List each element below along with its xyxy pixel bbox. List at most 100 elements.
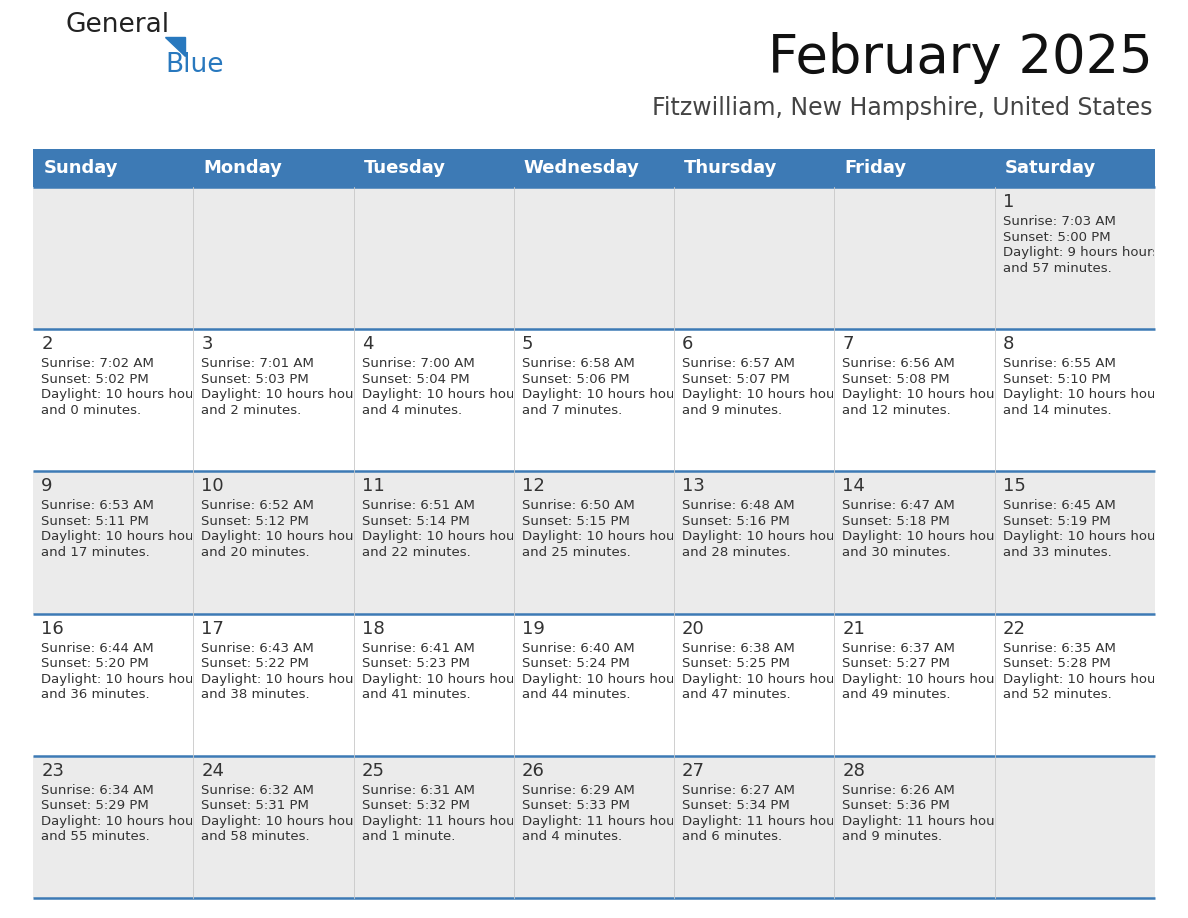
Text: 19: 19	[522, 620, 545, 638]
Text: 21: 21	[842, 620, 865, 638]
Text: 6: 6	[682, 335, 694, 353]
Text: Thursday: Thursday	[684, 159, 777, 177]
Text: Tuesday: Tuesday	[364, 159, 446, 177]
Text: Saturday: Saturday	[1005, 159, 1095, 177]
Text: Sunrise: 6:52 AM: Sunrise: 6:52 AM	[202, 499, 315, 512]
Text: and 7 minutes.: and 7 minutes.	[522, 404, 623, 417]
Text: Sunset: 5:27 PM: Sunset: 5:27 PM	[842, 657, 950, 670]
Text: Sunrise: 6:45 AM: Sunrise: 6:45 AM	[1003, 499, 1116, 512]
Text: Sunset: 5:11 PM: Sunset: 5:11 PM	[42, 515, 150, 528]
Text: Sunset: 5:32 PM: Sunset: 5:32 PM	[361, 800, 469, 812]
Text: 13: 13	[682, 477, 704, 496]
Text: Blue: Blue	[165, 52, 223, 79]
Text: 10: 10	[202, 477, 225, 496]
Text: 26: 26	[522, 762, 545, 779]
Bar	[33, 330, 1155, 472]
Text: 24: 24	[202, 762, 225, 779]
Text: Sunset: 5:36 PM: Sunset: 5:36 PM	[842, 800, 950, 812]
Text: Friday: Friday	[845, 159, 906, 177]
Text: and 2 minutes.: and 2 minutes.	[202, 404, 302, 417]
Text: and 0 minutes.: and 0 minutes.	[42, 404, 141, 417]
Text: Sunrise: 6:48 AM: Sunrise: 6:48 AM	[682, 499, 795, 512]
Text: Daylight: 11 hours hours: Daylight: 11 hours hours	[522, 814, 687, 828]
Text: and 55 minutes.: and 55 minutes.	[42, 830, 150, 844]
Text: Sunrise: 6:32 AM: Sunrise: 6:32 AM	[202, 784, 315, 797]
Text: Sunset: 5:10 PM: Sunset: 5:10 PM	[1003, 373, 1111, 386]
Text: 2: 2	[42, 335, 52, 353]
Text: Sunrise: 6:50 AM: Sunrise: 6:50 AM	[522, 499, 634, 512]
Text: 17: 17	[202, 620, 225, 638]
Text: Daylight: 10 hours hours: Daylight: 10 hours hours	[682, 531, 847, 543]
Text: General: General	[65, 13, 170, 39]
Text: February 2025: February 2025	[767, 32, 1152, 84]
Text: Sunrise: 7:01 AM: Sunrise: 7:01 AM	[202, 357, 315, 370]
Text: and 57 minutes.: and 57 minutes.	[1003, 262, 1111, 274]
Text: 11: 11	[361, 477, 385, 496]
Text: and 6 minutes.: and 6 minutes.	[682, 830, 782, 844]
Text: Daylight: 11 hours hours: Daylight: 11 hours hours	[682, 814, 847, 828]
Text: Daylight: 10 hours hours: Daylight: 10 hours hours	[1003, 673, 1168, 686]
Text: Sunset: 5:06 PM: Sunset: 5:06 PM	[522, 373, 630, 386]
Text: Fitzwilliam, New Hampshire, United States: Fitzwilliam, New Hampshire, United State…	[652, 96, 1152, 120]
Text: Daylight: 10 hours hours: Daylight: 10 hours hours	[42, 388, 207, 401]
Text: Sunrise: 7:00 AM: Sunrise: 7:00 AM	[361, 357, 474, 370]
Text: and 30 minutes.: and 30 minutes.	[842, 546, 950, 559]
Text: Sunrise: 6:26 AM: Sunrise: 6:26 AM	[842, 784, 955, 797]
Text: Sunset: 5:20 PM: Sunset: 5:20 PM	[42, 657, 148, 670]
Bar	[33, 756, 1155, 898]
Text: Sunset: 5:33 PM: Sunset: 5:33 PM	[522, 800, 630, 812]
Text: Daylight: 10 hours hours: Daylight: 10 hours hours	[1003, 388, 1168, 401]
Text: 14: 14	[842, 477, 865, 496]
Text: 7: 7	[842, 335, 854, 353]
Text: and 36 minutes.: and 36 minutes.	[42, 688, 150, 701]
Text: 23: 23	[42, 762, 64, 779]
Text: Sunset: 5:23 PM: Sunset: 5:23 PM	[361, 657, 469, 670]
Text: and 49 minutes.: and 49 minutes.	[842, 688, 950, 701]
Text: 28: 28	[842, 762, 865, 779]
Text: 1: 1	[1003, 194, 1013, 211]
Text: Sunset: 5:14 PM: Sunset: 5:14 PM	[361, 515, 469, 528]
Text: Sunset: 5:12 PM: Sunset: 5:12 PM	[202, 515, 309, 528]
Text: Sunset: 5:03 PM: Sunset: 5:03 PM	[202, 373, 309, 386]
Text: Daylight: 10 hours hours: Daylight: 10 hours hours	[42, 814, 207, 828]
Text: and 58 minutes.: and 58 minutes.	[202, 830, 310, 844]
Text: Daylight: 9 hours hours: Daylight: 9 hours hours	[1003, 246, 1159, 259]
Polygon shape	[165, 38, 185, 57]
Text: Sunrise: 6:51 AM: Sunrise: 6:51 AM	[361, 499, 474, 512]
Text: and 38 minutes.: and 38 minutes.	[202, 688, 310, 701]
Text: Daylight: 10 hours hours: Daylight: 10 hours hours	[682, 388, 847, 401]
Text: Daylight: 10 hours hours: Daylight: 10 hours hours	[842, 673, 1007, 686]
Text: Daylight: 10 hours hours: Daylight: 10 hours hours	[42, 673, 207, 686]
Text: Sunset: 5:28 PM: Sunset: 5:28 PM	[1003, 657, 1111, 670]
Text: Sunset: 5:00 PM: Sunset: 5:00 PM	[1003, 230, 1110, 244]
Text: and 44 minutes.: and 44 minutes.	[522, 688, 631, 701]
Text: Sunrise: 6:41 AM: Sunrise: 6:41 AM	[361, 642, 474, 655]
Text: and 4 minutes.: and 4 minutes.	[522, 830, 623, 844]
Text: Sunset: 5:18 PM: Sunset: 5:18 PM	[842, 515, 950, 528]
Text: Sunset: 5:15 PM: Sunset: 5:15 PM	[522, 515, 630, 528]
Text: Sunset: 5:07 PM: Sunset: 5:07 PM	[682, 373, 790, 386]
Text: Sunset: 5:04 PM: Sunset: 5:04 PM	[361, 373, 469, 386]
Text: Sunrise: 6:58 AM: Sunrise: 6:58 AM	[522, 357, 634, 370]
Text: Sunrise: 6:35 AM: Sunrise: 6:35 AM	[1003, 642, 1116, 655]
Text: Daylight: 10 hours hours: Daylight: 10 hours hours	[842, 388, 1007, 401]
Text: 22: 22	[1003, 620, 1025, 638]
Text: Daylight: 10 hours hours: Daylight: 10 hours hours	[522, 673, 687, 686]
Text: Daylight: 11 hours hours: Daylight: 11 hours hours	[842, 814, 1007, 828]
Text: Sunset: 5:31 PM: Sunset: 5:31 PM	[202, 800, 309, 812]
Text: Daylight: 10 hours hours: Daylight: 10 hours hours	[682, 673, 847, 686]
Text: Daylight: 10 hours hours: Daylight: 10 hours hours	[202, 814, 366, 828]
Bar	[33, 187, 1155, 330]
Text: Daylight: 10 hours hours: Daylight: 10 hours hours	[42, 531, 207, 543]
Text: Monday: Monday	[203, 159, 283, 177]
Text: and 28 minutes.: and 28 minutes.	[682, 546, 791, 559]
Text: Sunrise: 6:29 AM: Sunrise: 6:29 AM	[522, 784, 634, 797]
Text: 16: 16	[42, 620, 64, 638]
Text: Sunset: 5:24 PM: Sunset: 5:24 PM	[522, 657, 630, 670]
Text: and 41 minutes.: and 41 minutes.	[361, 688, 470, 701]
Text: and 9 minutes.: and 9 minutes.	[682, 404, 782, 417]
Bar	[33, 472, 1155, 613]
Text: Sunrise: 6:47 AM: Sunrise: 6:47 AM	[842, 499, 955, 512]
Text: 27: 27	[682, 762, 706, 779]
Text: Sunset: 5:16 PM: Sunset: 5:16 PM	[682, 515, 790, 528]
